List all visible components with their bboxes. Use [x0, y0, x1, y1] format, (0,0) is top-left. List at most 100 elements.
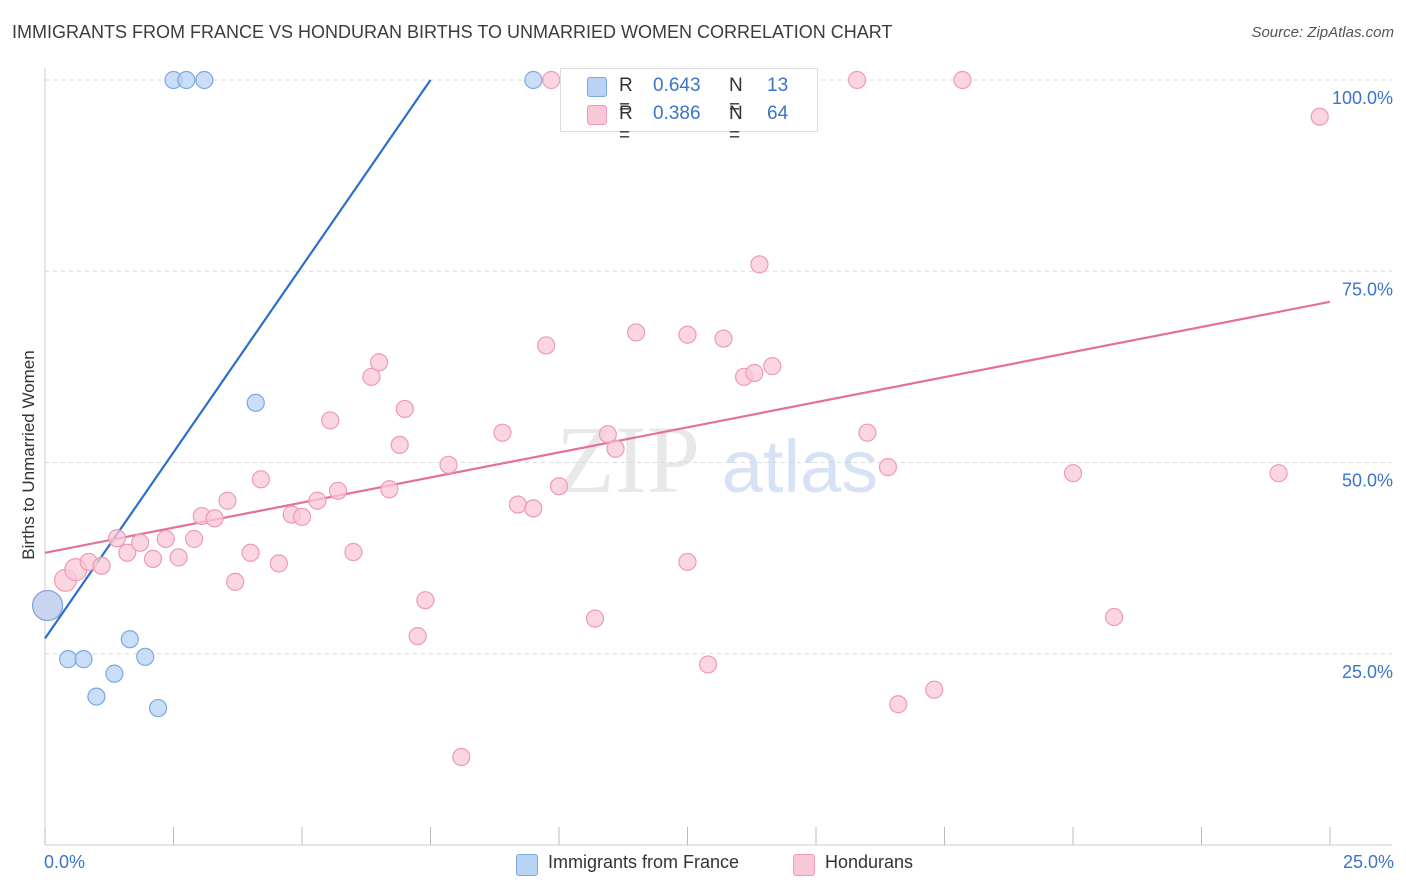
- point-hondurans[interactable]: [585, 609, 605, 628]
- point-hondurans[interactable]: [626, 323, 646, 342]
- trend-line-hondurans: [44, 300, 1331, 554]
- point-hondurans[interactable]: [1105, 607, 1124, 627]
- point-hondurans[interactable]: [763, 357, 782, 376]
- point-france[interactable]: [105, 664, 124, 683]
- y-tick-label: 50.0%: [1342, 471, 1393, 491]
- watermark-atlas: atlas: [722, 425, 878, 508]
- gridlines: [45, 79, 1392, 655]
- point-hondurans[interactable]: [606, 439, 625, 458]
- point-hondurans[interactable]: [395, 399, 414, 419]
- point-hondurans[interactable]: [205, 509, 224, 528]
- point-hondurans[interactable]: [750, 255, 769, 274]
- point-hondurans[interactable]: [251, 470, 270, 489]
- point-hondurans[interactable]: [218, 491, 237, 510]
- point-hondurans[interactable]: [889, 695, 908, 714]
- point-hondurans[interactable]: [308, 491, 327, 510]
- n-value: 64: [767, 103, 789, 124]
- point-hondurans[interactable]: [493, 423, 512, 442]
- point-hondurans[interactable]: [745, 363, 764, 383]
- point-france[interactable]: [31, 589, 64, 622]
- legend-label-france: Immigrants from France: [548, 852, 740, 872]
- point-france[interactable]: [148, 698, 168, 718]
- point-hondurans[interactable]: [953, 70, 972, 90]
- point-hondurans[interactable]: [598, 425, 617, 444]
- x-tick-label-max: 25.0%: [1342, 852, 1394, 872]
- point-hondurans[interactable]: [678, 552, 697, 572]
- point-hondurans[interactable]: [714, 329, 733, 348]
- y-tick-label: 25.0%: [1342, 662, 1393, 682]
- point-hondurans[interactable]: [269, 554, 288, 573]
- point-hondurans[interactable]: [925, 680, 944, 699]
- r-label: R =: [619, 75, 633, 118]
- stats-legend: R = 0.643 N = 13 R = 0.386 N = 64: [560, 68, 818, 146]
- point-hondurans[interactable]: [118, 543, 137, 562]
- point-france[interactable]: [59, 650, 78, 669]
- point-hondurans[interactable]: [524, 499, 543, 518]
- point-hondurans[interactable]: [858, 423, 877, 442]
- r-value: 0.386: [653, 103, 701, 124]
- point-france[interactable]: [74, 650, 93, 669]
- point-france[interactable]: [195, 70, 214, 90]
- point-france[interactable]: [177, 70, 196, 90]
- point-hondurans[interactable]: [344, 542, 363, 562]
- watermark-zip: ZIP: [556, 406, 700, 513]
- france-legend-swatch: [516, 854, 538, 876]
- point-hondurans[interactable]: [1063, 464, 1083, 483]
- n-value: 13: [767, 75, 789, 96]
- hondurans-legend-swatch: [793, 854, 815, 876]
- point-france[interactable]: [136, 647, 155, 666]
- point-hondurans[interactable]: [878, 457, 898, 477]
- point-hondurans[interactable]: [848, 70, 867, 90]
- point-hondurans[interactable]: [292, 507, 312, 526]
- source-credit: Source: ZipAtlas.com: [1251, 24, 1394, 41]
- r-label: R =: [619, 103, 633, 146]
- y-tick-label: 100.0%: [1332, 88, 1393, 108]
- point-hondurans[interactable]: [452, 747, 471, 767]
- point-hondurans[interactable]: [390, 435, 409, 455]
- trend-lines: [44, 79, 1331, 640]
- point-hondurans[interactable]: [362, 367, 381, 386]
- r-value: 0.643: [653, 75, 701, 96]
- france-swatch: [587, 77, 607, 97]
- x-tick-label-min: 0.0%: [44, 852, 86, 872]
- point-hondurans[interactable]: [678, 325, 697, 344]
- point-hondurans[interactable]: [156, 529, 175, 549]
- point-hondurans[interactable]: [328, 481, 348, 500]
- legend-label-hondurans: Hondurans: [825, 852, 914, 872]
- point-hondurans[interactable]: [549, 477, 569, 496]
- n-label: N =: [729, 75, 743, 118]
- y-tick-label: 75.0%: [1342, 279, 1393, 299]
- trend-line-france: [44, 79, 432, 640]
- point-hondurans[interactable]: [508, 495, 527, 514]
- y-tick-labels: 25.0% 50.0% 75.0% 100.0%: [1332, 88, 1393, 682]
- point-france[interactable]: [120, 630, 139, 649]
- point-france[interactable]: [524, 70, 543, 90]
- point-hondurans[interactable]: [542, 70, 561, 90]
- point-hondurans[interactable]: [226, 572, 245, 591]
- point-france[interactable]: [246, 393, 265, 412]
- hondurans-swatch: [587, 105, 607, 125]
- point-hondurans[interactable]: [143, 549, 163, 568]
- axes: [44, 68, 1392, 846]
- point-hondurans[interactable]: [184, 529, 204, 549]
- point-hondurans[interactable]: [169, 548, 188, 567]
- y-axis-label: Births to Unmarried Women: [19, 350, 38, 560]
- point-hondurans[interactable]: [698, 655, 718, 674]
- point-hondurans[interactable]: [1310, 107, 1329, 126]
- point-hondurans[interactable]: [241, 543, 260, 562]
- point-hondurans[interactable]: [92, 556, 111, 575]
- point-hondurans[interactable]: [408, 627, 427, 646]
- point-hondurans[interactable]: [107, 529, 127, 548]
- point-hondurans[interactable]: [370, 353, 389, 372]
- chart-title: IMMIGRANTS FROM FRANCE VS HONDURAN BIRTH…: [12, 22, 893, 42]
- point-hondurans[interactable]: [537, 336, 556, 355]
- point-hondurans[interactable]: [321, 411, 340, 430]
- point-hondurans[interactable]: [1269, 464, 1288, 483]
- point-hondurans[interactable]: [439, 455, 458, 474]
- point-hondurans[interactable]: [416, 591, 435, 610]
- point-france[interactable]: [87, 687, 106, 706]
- n-label: N =: [729, 103, 743, 146]
- point-hondurans[interactable]: [130, 533, 150, 552]
- point-hondurans[interactable]: [380, 480, 399, 499]
